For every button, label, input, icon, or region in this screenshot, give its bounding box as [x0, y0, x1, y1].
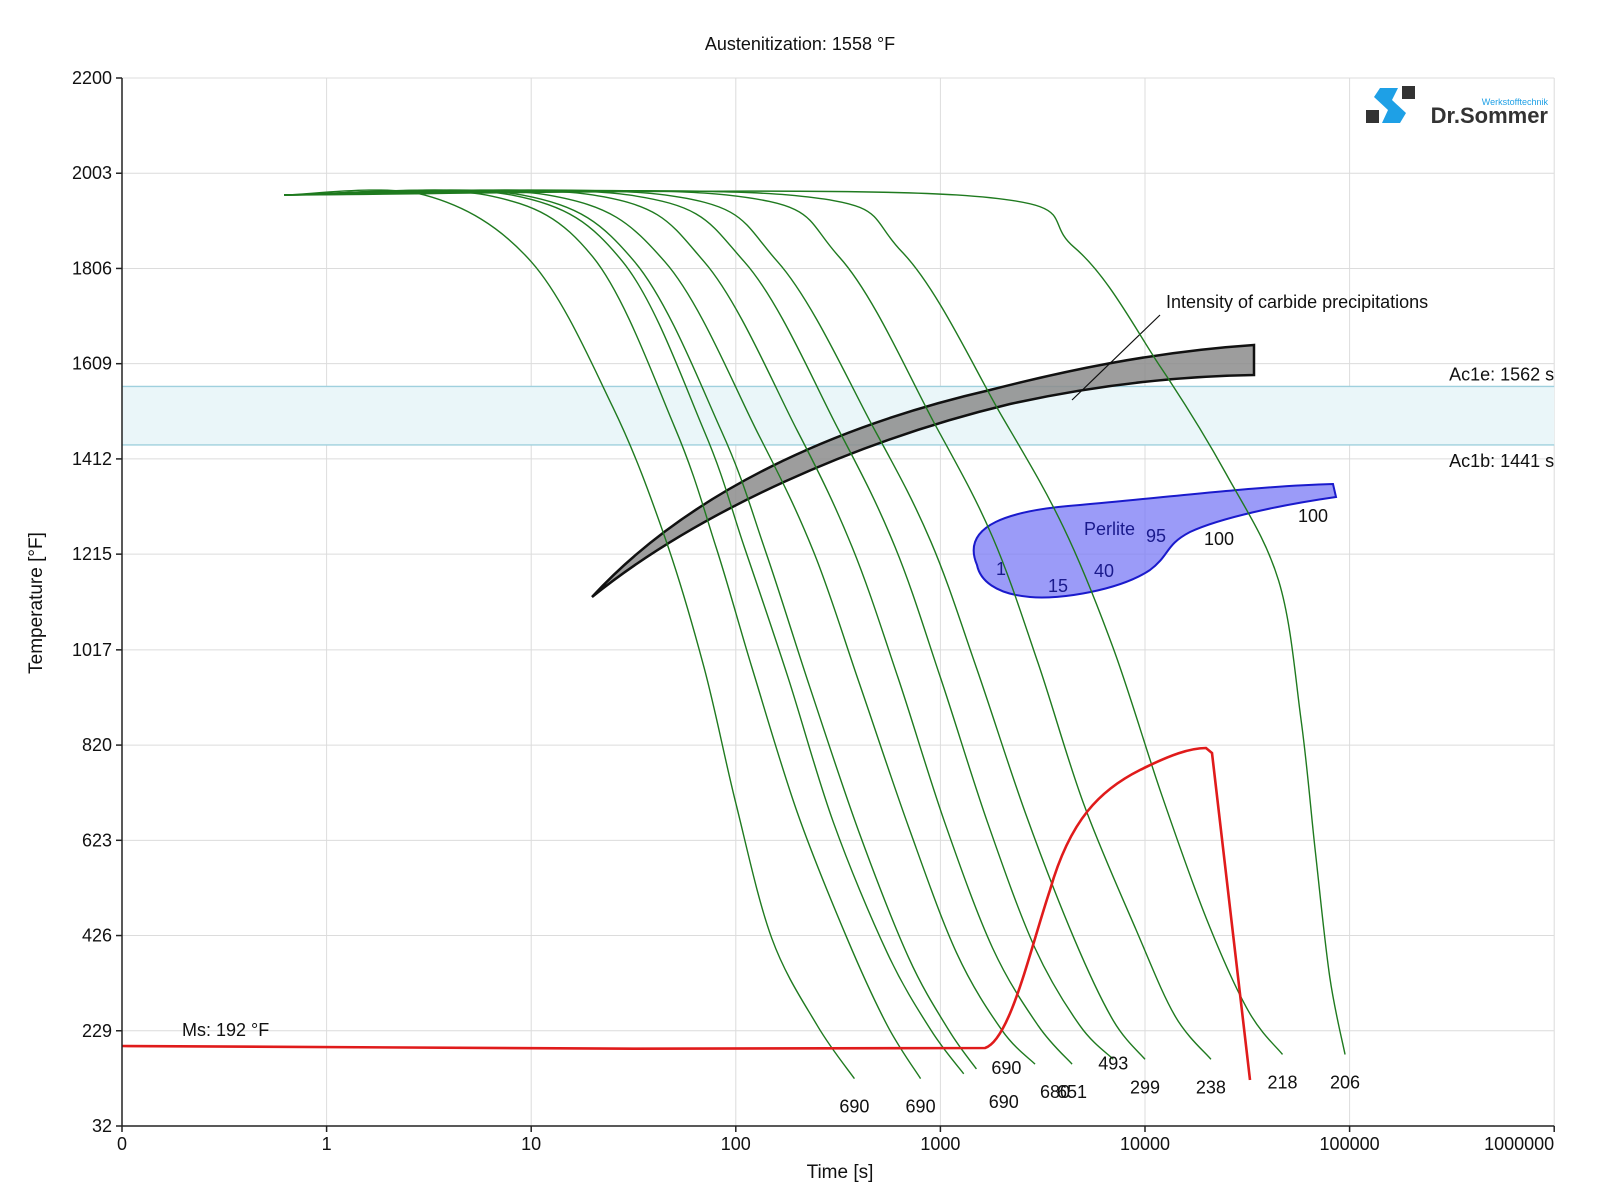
hardness-label-10: 206: [1330, 1072, 1360, 1092]
ac1e-label: Ac1e: 1562 s: [1449, 364, 1554, 384]
hardness-label-5: 651: [1057, 1082, 1087, 1102]
carbide-region: [591, 343, 1256, 598]
martensite-curve: [121, 746, 1252, 1081]
y-tick-label-5: 1215: [72, 544, 112, 564]
chart-title: Austenitization: 1558 °F: [705, 34, 895, 54]
cooling-curve-2: [284, 189, 965, 1075]
x-axis-label: Time [s]: [807, 1162, 874, 1183]
y-tick-label-7: 820: [82, 735, 112, 755]
cooling-curve-3: [284, 189, 977, 1070]
pearlite-percent-100a: 100: [1204, 529, 1234, 549]
grid: [121, 77, 1555, 1127]
axes: 2200 2003 1806 1609 1412 1215 1017 820 623 426 229…: [72, 68, 1555, 1154]
pearlite-percent-15: 15: [1048, 576, 1068, 596]
ac1b-label: Ac1b: 1441 s: [1449, 451, 1554, 471]
hardness-label-3: 690: [991, 1058, 1021, 1078]
y-tick-label-11: 32: [92, 1116, 112, 1136]
x-tick-label-2: 10: [521, 1134, 541, 1154]
x-tick-label-0: 0: [117, 1134, 127, 1154]
y-tick-label-3: 1609: [72, 354, 112, 374]
y-tick-label-2: 1806: [72, 258, 112, 278]
x-tick-label-3: 100: [721, 1134, 751, 1154]
pearlite-region: [972, 482, 1338, 599]
ac1-band-fill: [122, 386, 1555, 445]
y-tick-label-0: 2200: [72, 68, 112, 88]
x-tick-label-7: 1000000: [1484, 1134, 1554, 1154]
cooling-curve-4: [284, 189, 1036, 1065]
x-tick-label-1: 1: [322, 1134, 332, 1154]
carbide-label: Intensity of carbide precipitations: [1166, 292, 1428, 312]
ms-label: Ms: 192 °F: [182, 1020, 269, 1040]
pearlite-percent-95: 95: [1146, 526, 1166, 546]
hardness-label-6: 493: [1098, 1053, 1128, 1073]
y-tick-label-8: 623: [82, 830, 112, 850]
hardness-label-2: 690: [989, 1092, 1019, 1112]
cooling-curve-5: [284, 189, 1073, 1065]
x-tick-label-4: 1000: [920, 1134, 960, 1154]
cooling-curve-0: [284, 189, 855, 1080]
hardness-label-1: 690: [906, 1097, 936, 1117]
cooling-curve-10: [284, 190, 1346, 1055]
pearlite-percent-1: 1: [996, 559, 1006, 579]
cooling-curve-6: [284, 189, 1114, 1060]
hardness-label-0: 690: [839, 1097, 869, 1117]
logo-mark-icon: [1374, 88, 1406, 123]
hardness-label-7: 299: [1130, 1077, 1160, 1097]
hardness-label-8: 238: [1196, 1077, 1226, 1097]
hardness-label-4: 680: [1040, 1082, 1070, 1102]
pearlite-percent-40: 40: [1094, 561, 1114, 581]
pearlite-percent-100b: 100: [1298, 506, 1328, 526]
logo-small-text: Werkstofftechnik: [1482, 97, 1549, 107]
logo-square-dark-2: [1402, 86, 1415, 99]
logo-main-text: Dr.Sommer: [1431, 103, 1549, 128]
cooling-curve-1: [284, 189, 922, 1080]
carbide-leader-line: [1071, 314, 1161, 401]
x-tick-label-6: 100000: [1320, 1134, 1380, 1154]
hardness-label-9: 218: [1267, 1072, 1297, 1092]
cooling-curve-8: [284, 189, 1212, 1060]
logo: Werkstofftechnik Dr.Sommer: [1366, 86, 1548, 128]
y-tick-label-4: 1412: [72, 449, 112, 469]
cooling-curve-7: [284, 189, 1146, 1060]
y-tick-label-1: 2003: [72, 163, 112, 183]
pearlite-label: Perlite: [1084, 519, 1135, 539]
logo-square-dark-1: [1366, 110, 1379, 123]
cooling-curves: [284, 189, 1346, 1080]
y-tick-label-10: 229: [82, 1021, 112, 1041]
cooling-curve-9: [284, 190, 1284, 1055]
y-tick-label-9: 426: [82, 926, 112, 946]
x-tick-label-5: 10000: [1120, 1134, 1170, 1154]
y-axis-label: Temperature [°F]: [26, 532, 47, 674]
y-tick-label-6: 1017: [72, 640, 112, 660]
